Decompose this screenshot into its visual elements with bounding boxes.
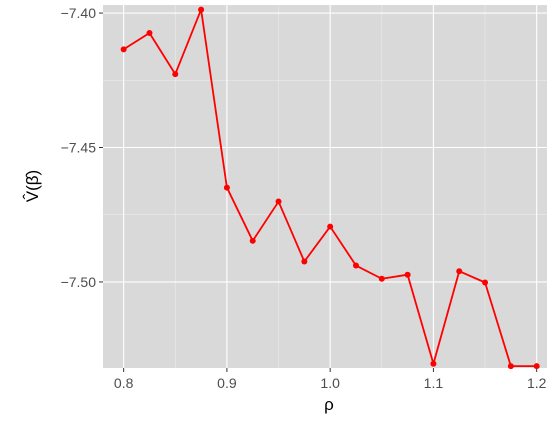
data-point bbox=[378, 275, 385, 282]
x-tick-label: 1.1 bbox=[424, 375, 444, 391]
y-tick-label: −7.45 bbox=[61, 140, 97, 156]
data-point bbox=[327, 223, 334, 230]
data-point bbox=[249, 237, 256, 244]
plot-panel bbox=[103, 5, 547, 368]
x-tick-label: 0.8 bbox=[114, 375, 134, 391]
data-point bbox=[301, 258, 308, 265]
data-point bbox=[507, 363, 514, 370]
y-tick-label: −7.40 bbox=[61, 5, 97, 21]
data-point bbox=[352, 262, 359, 269]
y-tick-label: −7.50 bbox=[61, 274, 97, 290]
y-axis-title: V̂(β̂) bbox=[22, 170, 42, 202]
x-tick-label: 1.0 bbox=[320, 375, 340, 391]
data-point bbox=[172, 71, 179, 78]
data-point bbox=[482, 279, 489, 286]
data-point bbox=[404, 271, 411, 278]
data-point bbox=[146, 29, 153, 36]
x-axis-title: ρ bbox=[324, 395, 334, 414]
data-point bbox=[456, 268, 463, 275]
minor-gridlines bbox=[103, 5, 547, 368]
x-tick-label: 1.2 bbox=[527, 375, 547, 391]
data-point bbox=[223, 184, 230, 191]
major-gridlines bbox=[103, 5, 547, 368]
data-point bbox=[120, 46, 127, 53]
series-points-group bbox=[120, 6, 540, 370]
data-point bbox=[430, 360, 437, 367]
x-tick-label: 0.9 bbox=[217, 375, 237, 391]
data-point bbox=[198, 6, 205, 13]
data-point bbox=[533, 363, 540, 370]
data-point bbox=[275, 198, 282, 205]
axis-ticks: 0.8 0.9 1.0 1.1 1.2 −7.40 −7.45 −7.50 bbox=[61, 5, 547, 391]
